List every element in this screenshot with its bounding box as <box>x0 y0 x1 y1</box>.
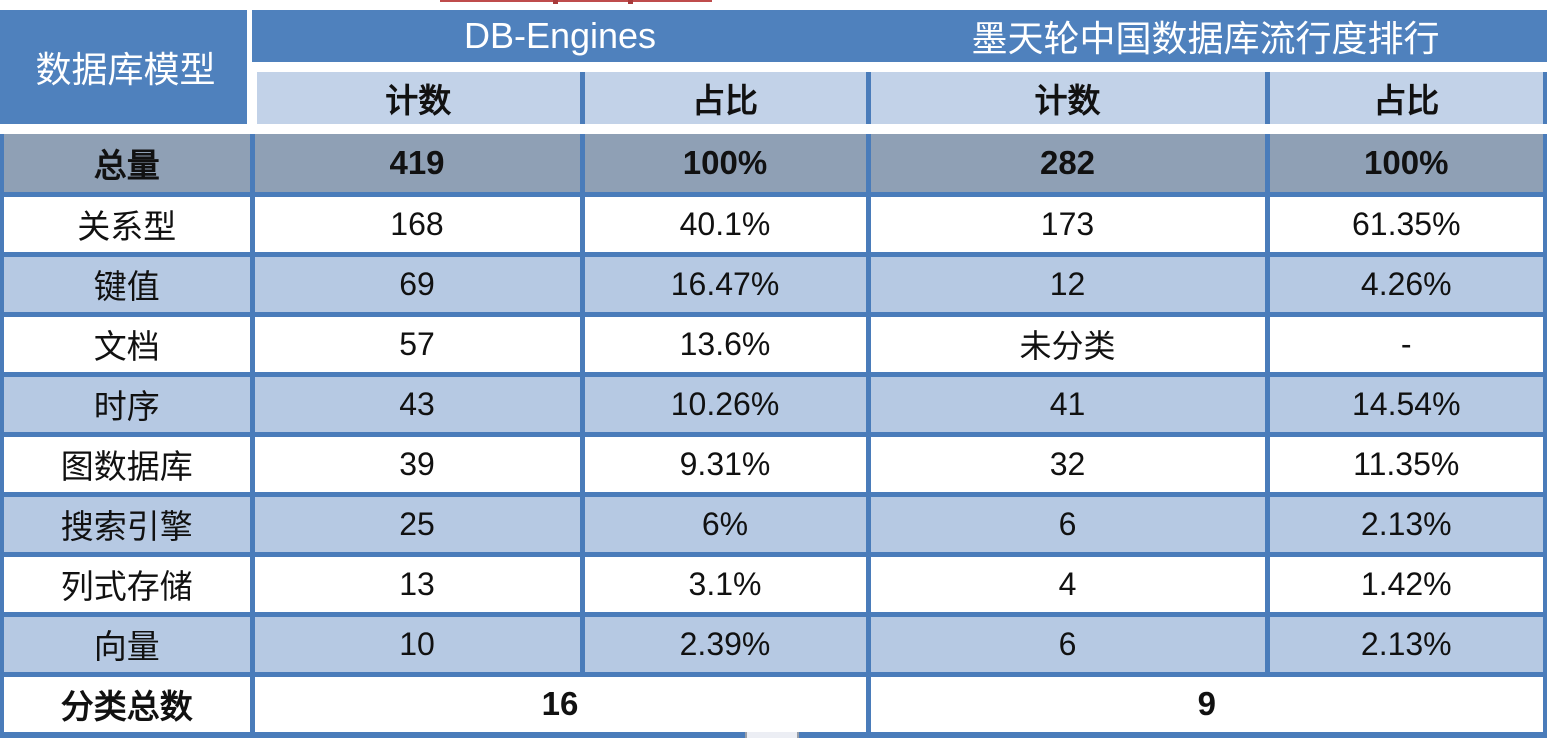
cell-value: 10.26% <box>579 371 871 437</box>
row-label: 键值 <box>0 251 255 317</box>
cell-value: 2.13% <box>1264 491 1547 557</box>
row-label: 向量 <box>0 611 255 677</box>
table-row-footer: 分类总数 16 9 <box>0 671 1547 738</box>
top-crop-artifact <box>440 0 712 4</box>
row-label: 时序 <box>0 371 255 437</box>
cell-value: 173 <box>865 191 1270 257</box>
cell-value: 16.47% <box>579 251 871 317</box>
cell-value: 6% <box>579 491 871 557</box>
cell-value: 100% <box>1264 124 1547 197</box>
row-label: 搜索引擎 <box>0 491 255 557</box>
table-row: 文档 57 13.6% 未分类 - <box>0 311 1547 377</box>
top-crop-artifact-tick <box>628 0 633 4</box>
cell-value: 41 <box>865 371 1270 437</box>
bottom-crop-artifact <box>745 732 799 738</box>
cell-value: 4 <box>865 551 1270 617</box>
subheader-share-mt: 占比 <box>1264 67 1547 134</box>
cell-value: 282 <box>865 124 1270 197</box>
row-label: 文档 <box>0 311 255 377</box>
cell-value: 6 <box>865 611 1270 677</box>
table-row: 向量 10 2.39% 6 2.13% <box>0 611 1547 677</box>
cell-value: 10 <box>249 611 585 677</box>
cell-value: 14.54% <box>1264 371 1547 437</box>
cell-value: 3.1% <box>579 551 871 617</box>
subheader-count-db: 计数 <box>247 67 582 134</box>
cell-value: 6 <box>865 491 1270 557</box>
cell-value: 4.26% <box>1264 251 1547 317</box>
row-label: 图数据库 <box>0 431 255 497</box>
table-row: 键值 69 16.47% 12 4.26% <box>0 251 1547 317</box>
cell-value: 未分类 <box>865 311 1270 377</box>
cell-value: 9.31% <box>579 431 871 497</box>
cell-value: 419 <box>249 124 585 197</box>
cell-value: 32 <box>865 431 1270 497</box>
table-row: 时序 43 10.26% 41 14.54% <box>0 371 1547 437</box>
row-label: 列式存储 <box>0 551 255 617</box>
cell-value: 13.6% <box>579 311 871 377</box>
row-label: 总量 <box>0 124 255 197</box>
corner-header-cell: 数据库模型 <box>0 10 252 129</box>
cell-value: 13 <box>249 551 585 617</box>
group-header-db-engines: DB-Engines <box>252 10 868 72</box>
cell-category-total-db: 16 <box>249 671 871 738</box>
group-header-motianlun: 墨天轮中国数据库流行度排行 <box>868 10 1547 72</box>
cell-value: 100% <box>579 124 871 197</box>
cell-value: 61.35% <box>1264 191 1547 257</box>
cell-value: 1.42% <box>1264 551 1547 617</box>
cell-value: 11.35% <box>1264 431 1547 497</box>
cell-value: 40.1% <box>579 191 871 257</box>
cell-value: - <box>1264 311 1547 377</box>
row-label: 关系型 <box>0 191 255 257</box>
cell-value: 168 <box>249 191 585 257</box>
cell-value: 57 <box>249 311 585 377</box>
database-model-comparison-table: 数据库模型 DB-Engines 墨天轮中国数据库流行度排行 计数 占比 计数 … <box>0 10 1547 738</box>
cell-value: 2.39% <box>579 611 871 677</box>
cell-value: 25 <box>249 491 585 557</box>
table-row: 关系型 168 40.1% 173 61.35% <box>0 191 1547 257</box>
subheader-count-mt: 计数 <box>865 67 1267 134</box>
top-crop-artifact-tick <box>553 0 558 4</box>
cell-value: 2.13% <box>1264 611 1547 677</box>
table-row: 图数据库 39 9.31% 32 11.35% <box>0 431 1547 497</box>
subheader-share-db: 占比 <box>579 67 868 134</box>
cell-value: 12 <box>865 251 1270 317</box>
table-row: 搜索引擎 25 6% 6 2.13% <box>0 491 1547 557</box>
cell-value: 39 <box>249 431 585 497</box>
table-row: 列式存储 13 3.1% 4 1.42% <box>0 551 1547 617</box>
row-label: 分类总数 <box>0 671 255 738</box>
table-row-total: 总量 419 100% 282 100% <box>0 124 1547 197</box>
cell-value: 43 <box>249 371 585 437</box>
cell-value: 69 <box>249 251 585 317</box>
cell-category-total-mt: 9 <box>865 671 1547 738</box>
